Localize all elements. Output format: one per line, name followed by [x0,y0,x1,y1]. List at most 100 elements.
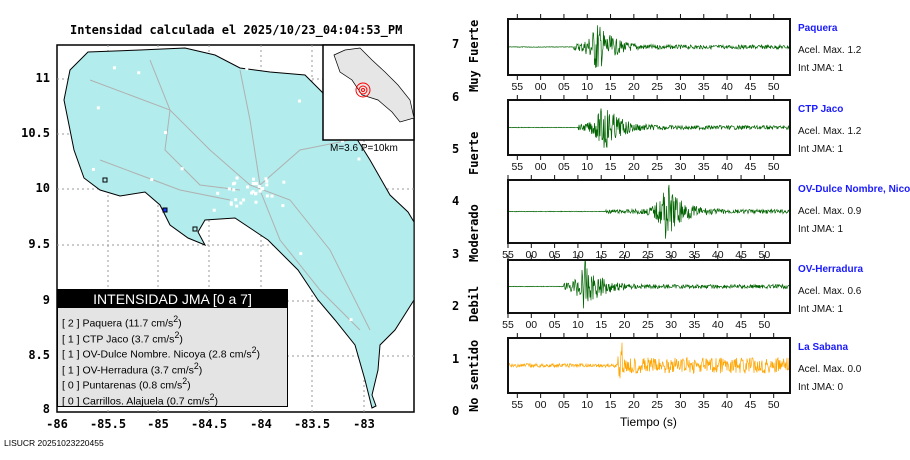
waveform-trace [507,342,791,379]
station-max-accel: Acel. Max. 0.9 [798,206,862,217]
legend-intensity: [ 1 ] [62,333,80,345]
legend-station: Carrillos. Alajuela (0.7 cm/s [82,395,210,407]
x-axis-label: Tiempo (s) [620,415,677,429]
legend-close: ) [187,379,191,392]
time-tick-label: 35 [697,161,710,173]
time-tick-label: 10 [581,161,594,173]
lon-tick-label: -85 [147,417,169,431]
time-tick-label: 15 [604,161,617,173]
legend-close: ) [198,364,203,376]
legend-unit-sup: 2 [251,345,257,355]
legend-row: [ 1 ] OV-Herradura (3.7 cm/s2) [58,359,287,377]
time-tick-label: 40 [721,161,733,173]
station-max-accel: Acel. Max. 1.2 [798,126,862,137]
station-max-accel: Acel. Max. 0.0 [798,364,862,375]
time-tick-label: 50 [767,399,780,411]
time-tick-label: 05 [558,81,570,93]
colorbar-tick-label: 3 [452,246,460,261]
time-tick-label: 10 [572,319,584,331]
time-tick-label: 25 [651,161,663,173]
lat-tick-label: 11 [35,71,50,85]
time-tick-label: 25 [651,81,663,93]
time-tick-label: 40 [721,399,733,411]
station-name: OV-Dulce Nombre, Nicoya [798,184,910,195]
time-tick-label: 30 [674,81,687,93]
time-tick-label: 45 [744,161,757,173]
time-tick-label: 55 [511,81,524,93]
lon-tick-label: -85.5 [89,417,127,431]
legend-row: [ 0 ] Puntarenas (0.8 cm/s2) [58,374,287,392]
time-tick-label: 05 [558,161,570,173]
legend-row: [ 1 ] CTP Jaco (3.7 cm/s2) [58,328,287,346]
legend-intensity: [ 2 ] [62,317,80,330]
colorbar-tick-label: 5 [452,142,460,156]
lon-tick-label: -86 [46,417,68,431]
legend-intensity: [ 0 ] [62,379,80,392]
lat-tick-label: 8 [42,402,50,416]
lat-tick-label: 9.5 [28,237,50,251]
time-tick-label: 10 [581,81,594,93]
lat-tick-label: 10 [35,181,50,195]
lon-tick-label: -84 [250,417,272,431]
legend-close: ) [256,348,261,361]
waveform-trace [507,184,791,239]
time-tick-label: 55 [511,161,524,173]
legend-station: Puntarenas (0.8 cm/s [82,379,183,392]
station-max-accel: Acel. Max. 0.6 [798,286,862,297]
station-name: OV-Herradura [798,264,864,275]
seismogram-1 [507,95,791,160]
time-tick-label: 00 [534,161,547,173]
time-tick-label: 30 [665,319,677,331]
legend-row: [ 2 ] Paquera (11.7 cm/s2) [58,312,287,330]
legend-unit-sup: 2 [193,360,199,371]
time-tick-label: 30 [674,399,687,411]
time-tick-label: 15 [604,81,617,93]
station-jma-intensity: Int JMA: 1 [798,304,844,315]
time-tick-label: 15 [595,319,608,331]
time-tick-label: 40 [711,319,724,331]
time-tick-label: 25 [651,399,663,411]
waveform-trace [507,108,791,148]
time-tick-label: 35 [697,399,710,411]
time-tick-label: 00 [525,319,538,331]
legend-row: [ 0 ] Carrillos. Alajuela (0.7 cm/s2) [58,390,287,408]
time-tick-label: 00 [534,399,547,411]
legend-close: ) [214,395,219,407]
time-tick-label: 45 [735,319,747,331]
colorbar-tick-label: 0 [452,404,460,418]
time-tick-label: 35 [688,319,701,331]
legend-station: OV-Dulce Nombre. Nicoya (2.8 cm/s [82,348,252,361]
seismogram-4 [507,333,791,398]
time-tick-label: 45 [744,81,757,93]
map-title: Intensidad calculada el 2025/10/23_04:04… [70,23,403,37]
seismogram-0 [507,14,791,80]
colorbar-category-label: Moderado [467,204,481,262]
inset-map [322,44,415,141]
time-tick-label: 50 [767,81,780,93]
legend-intensity: [ 1 ] [62,364,80,376]
time-tick-label: 05 [558,399,570,411]
legend-intensity: [ 1 ] [62,348,80,361]
colorbar-tick-label: 4 [452,194,460,209]
station-name: Paquera [798,23,838,34]
colorbar-tick-label: 2 [452,299,460,314]
colorbar-tick-label: 1 [452,351,460,366]
station-jma-intensity: Int JMA: 1 [798,224,844,235]
legend-close: ) [179,333,183,345]
legend-station: Paquera (11.7 cm/s [82,317,174,330]
legend-intensity: [ 0 ] [62,395,80,407]
colorbar-category-label: No sentido [467,339,481,412]
colorbar-tick-label: 6 [452,89,460,104]
time-tick-label: 35 [697,81,710,93]
time-tick-label: 15 [604,399,617,411]
time-tick-label: 20 [628,161,640,173]
time-tick-label: 20 [628,399,640,411]
lat-tick-label: 10.5 [21,126,50,140]
intensity-legend: INTENSIDAD JMA [0 a 7] [ 2 ] Paquera (11… [57,289,288,407]
colorbar-category-label: Muy Fuerte [467,19,481,92]
station-name: La Sabana [798,342,849,353]
time-tick-label: 20 [618,319,631,331]
colorbar-category-label: Debil [467,285,481,322]
time-tick-label: 55 [502,319,514,331]
footer-id: LISUCR 20251023220455 [4,438,104,448]
